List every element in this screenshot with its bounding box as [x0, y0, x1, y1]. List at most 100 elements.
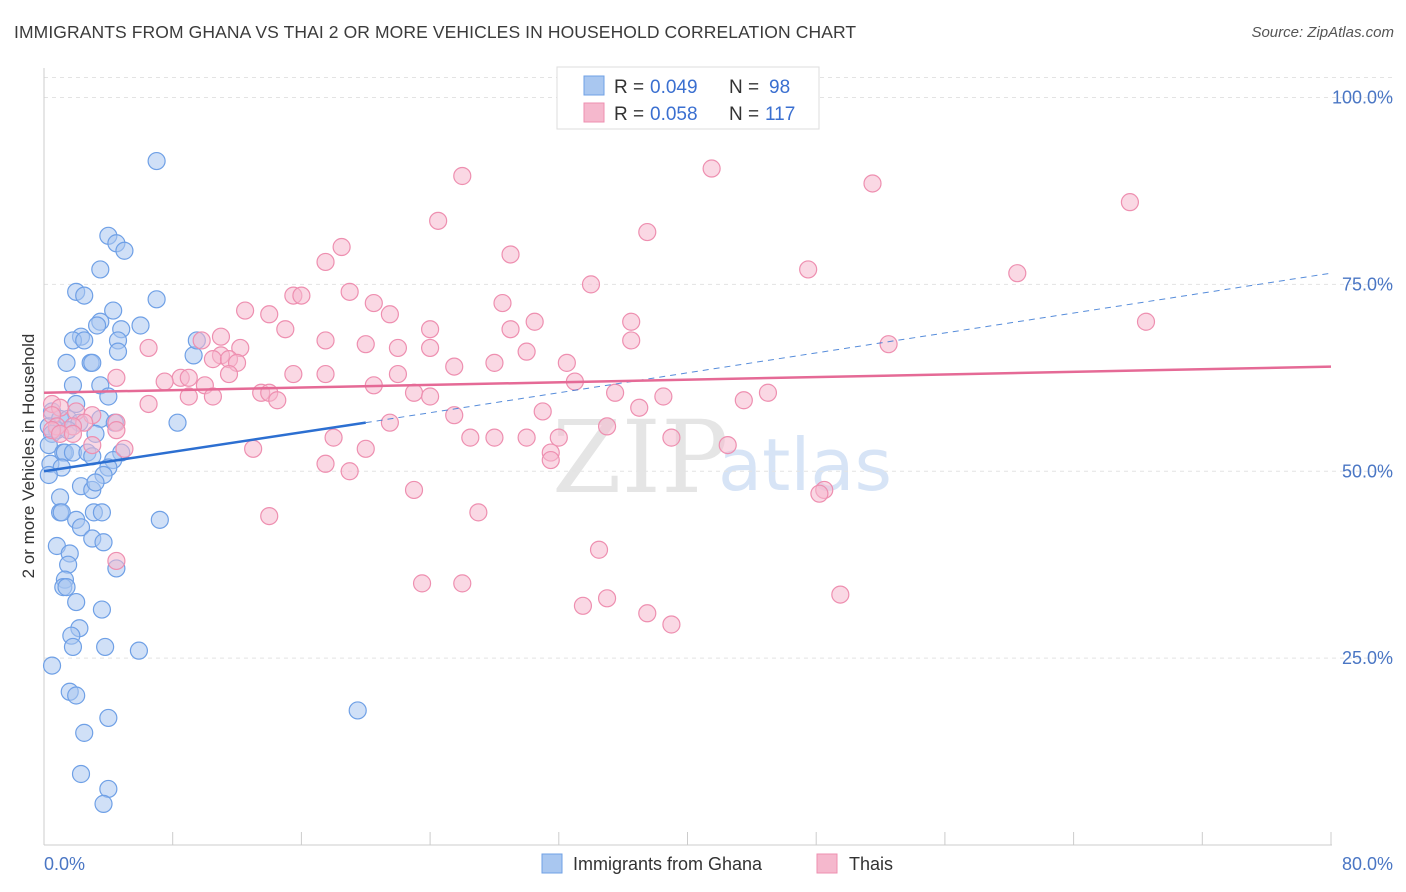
- thais-point-8: [501, 245, 520, 264]
- thais-point-1: [702, 159, 721, 178]
- thais-point-43: [557, 353, 576, 372]
- thais-point-20: [525, 312, 544, 331]
- ghana-point-8: [104, 301, 123, 320]
- watermark-atlas: atlas: [718, 423, 892, 507]
- legend-n-value-thais: 117: [765, 104, 795, 125]
- thais-point-107: [412, 574, 432, 593]
- thais-point-98: [340, 462, 359, 481]
- thais-point-65: [734, 391, 753, 410]
- thais-point-88: [549, 428, 568, 447]
- ghana-point-33: [168, 413, 187, 432]
- y-tick-label-100: 100.0%: [1332, 88, 1393, 108]
- thais-point-110: [573, 596, 593, 615]
- bottom-legend-swatch-thais: [816, 853, 838, 874]
- series-legend: Immigrants from Ghana Thais: [541, 853, 893, 874]
- thais-point-36: [517, 342, 536, 361]
- watermark-zip: ZIP: [552, 399, 728, 516]
- thais-point-19: [260, 305, 279, 324]
- thais-point-21: [276, 320, 295, 339]
- thais-point-58: [421, 387, 440, 406]
- thais-point-31: [879, 335, 898, 354]
- thais-point-18: [380, 305, 399, 324]
- thais-point-97: [316, 454, 335, 473]
- thais-point-87: [485, 428, 504, 447]
- thais-point-26: [211, 327, 231, 346]
- thais-point-112: [831, 585, 850, 604]
- thais-point-104: [469, 503, 488, 522]
- ghana-point-77: [96, 637, 115, 657]
- thais-point-59: [606, 383, 625, 402]
- legend-n-label-ghana: N =: [729, 77, 759, 98]
- thais-point-28: [316, 331, 335, 350]
- thais-point-2: [863, 174, 882, 193]
- thais-point-11: [581, 275, 601, 294]
- legend-r-value-thais: 0.058: [650, 104, 698, 125]
- ghana-point-62: [150, 510, 169, 529]
- thais-point-86: [517, 428, 536, 447]
- thais-point-27: [192, 331, 211, 350]
- thais-point-5: [638, 222, 657, 242]
- ghana-point-11: [87, 316, 107, 335]
- ghana-point-0: [147, 151, 166, 171]
- y-axis-title: 2 or more Vehicles in Household: [19, 334, 38, 579]
- thais-point-35: [421, 338, 440, 358]
- source-credit: Source: ZipAtlas.com: [1251, 24, 1394, 41]
- thais-point-84: [107, 421, 126, 440]
- ghana-point-81: [67, 686, 86, 705]
- ghana-point-23: [63, 376, 83, 395]
- thais-point-63: [203, 387, 223, 406]
- ghana-point-83: [75, 723, 94, 742]
- ghana-point-84: [348, 701, 367, 720]
- ghana-point-18: [57, 353, 76, 372]
- x-tick-label-min: 0.0%: [44, 854, 85, 874]
- thais-point-103: [260, 506, 279, 526]
- thais-point-72: [445, 406, 464, 425]
- thais-point-42: [485, 353, 504, 372]
- thais-point-46: [219, 364, 239, 384]
- thais-point-85: [461, 428, 480, 447]
- thais-point-62: [179, 387, 198, 406]
- ghana-point-57: [52, 503, 71, 522]
- thais-point-108: [453, 574, 472, 593]
- thais-point-64: [268, 391, 287, 410]
- thais-point-16: [493, 293, 512, 313]
- thais-point-9: [799, 260, 818, 279]
- chart-title: IMMIGRANTS FROM GHANA VS THAI 2 OR MORE …: [14, 22, 857, 42]
- legend-n-label-thais: N =: [729, 104, 759, 125]
- ghana-point-67: [59, 555, 78, 574]
- thais-point-25: [501, 320, 520, 339]
- thais-point-57: [404, 383, 424, 402]
- ghana-trend-line: [43, 421, 366, 473]
- thais-point-48: [155, 372, 174, 391]
- thais-point-15: [364, 293, 383, 313]
- ghana-point-71: [57, 578, 76, 597]
- ghana-point-85: [71, 764, 91, 784]
- thais-point-106: [107, 551, 126, 571]
- ghana-point-7: [147, 290, 166, 309]
- thais-point-83: [63, 424, 83, 443]
- ghana-point-6: [75, 286, 94, 305]
- thais-point-90: [324, 428, 343, 447]
- thais-point-73: [533, 402, 552, 421]
- thais-point-10: [1008, 264, 1027, 283]
- ghana-point-21: [184, 346, 203, 365]
- thais-point-111: [638, 604, 657, 623]
- thais-point-93: [244, 439, 263, 458]
- thais-point-61: [758, 383, 778, 402]
- ghana-point-79: [42, 656, 62, 675]
- legend-n-value-ghana: 98: [769, 77, 790, 98]
- ghana-point-72: [67, 592, 86, 612]
- thais-point-60: [654, 387, 673, 406]
- ghana-point-78: [129, 641, 149, 660]
- legend-r-label-ghana: R =: [614, 77, 644, 98]
- thais-point-44: [445, 357, 464, 376]
- thais-point-24: [1136, 312, 1156, 331]
- thais-point-12: [340, 282, 359, 301]
- y-tick-label-25: 25.0%: [1342, 648, 1393, 668]
- thais-point-23: [622, 312, 641, 331]
- legend-r-label-thais: R =: [614, 104, 644, 125]
- ghana-point-15: [75, 331, 94, 350]
- ghana-point-82: [99, 708, 118, 728]
- x-axis-ticks: [43, 832, 1332, 845]
